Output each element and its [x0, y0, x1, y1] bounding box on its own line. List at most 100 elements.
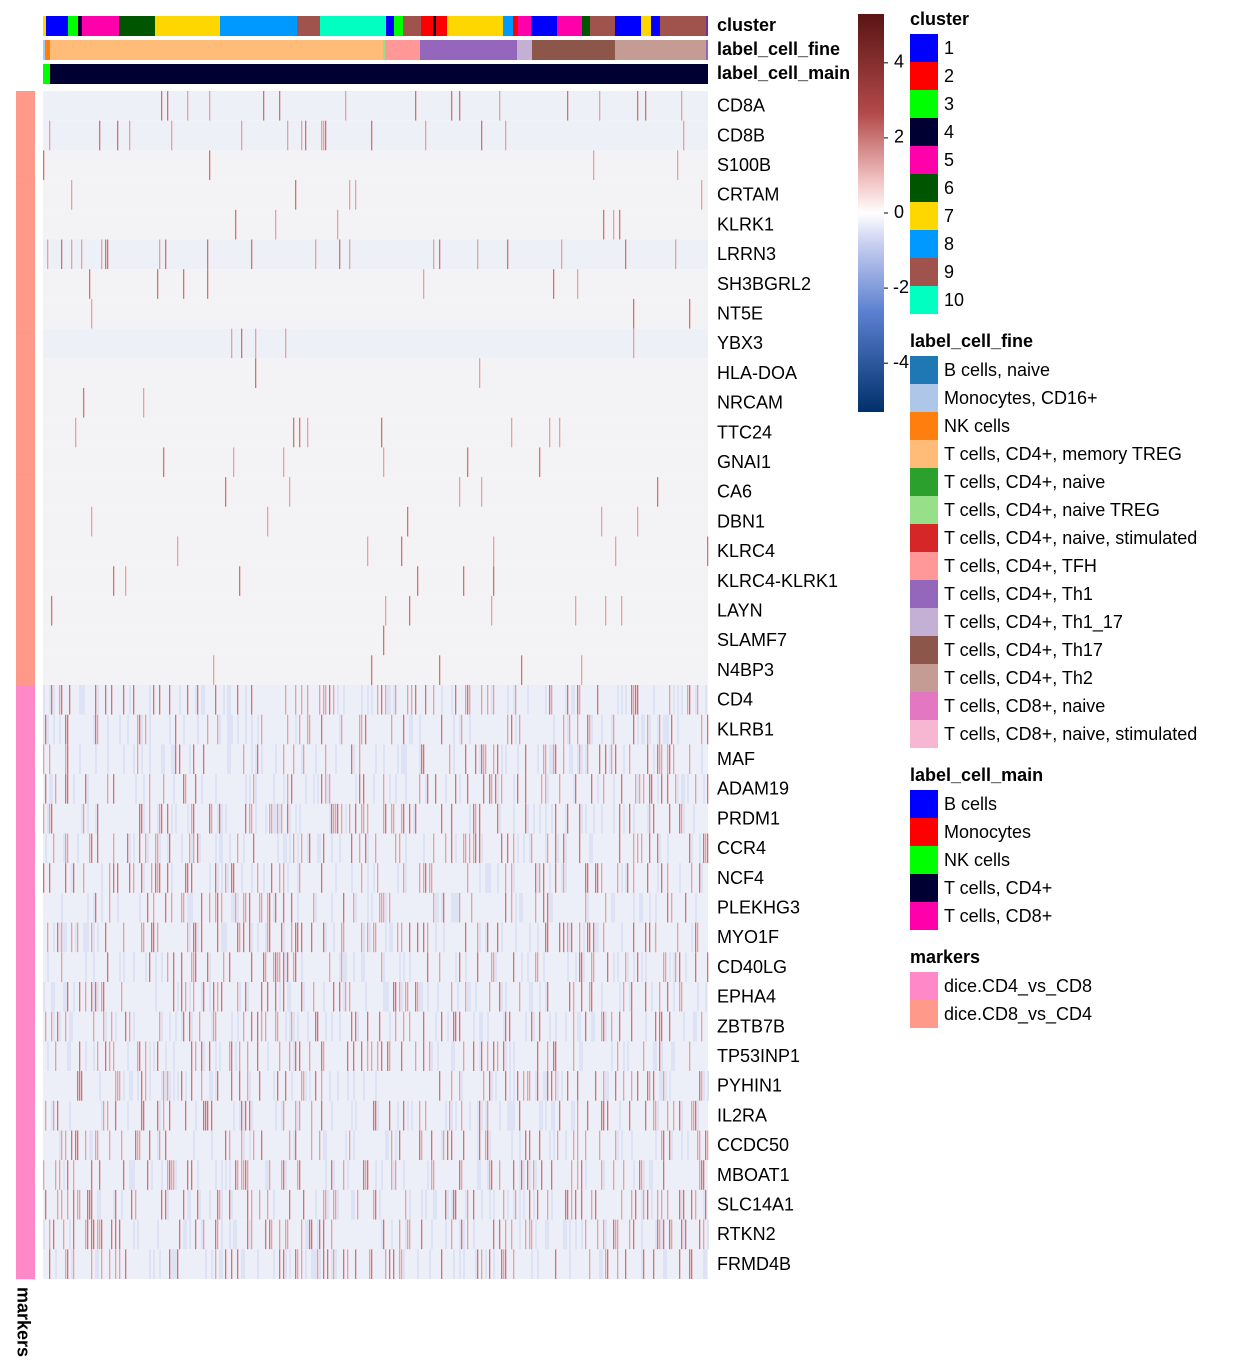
- heatmap-texture: [75, 1130, 77, 1161]
- heatmap-texture: [469, 803, 471, 834]
- heatmap-texture: [179, 685, 181, 715]
- row-label: KLRK1: [717, 214, 774, 234]
- heatmap-texture: [359, 774, 361, 804]
- heatmap-texture: [587, 922, 589, 953]
- heatmap-texture: [445, 1219, 447, 1250]
- heatmap-texture: [681, 982, 683, 1012]
- legend-label: T cells, CD8+: [944, 906, 1052, 926]
- heatmap-texture: [225, 803, 227, 834]
- heatmap-texture: [581, 1041, 583, 1072]
- heatmap-texture: [663, 952, 665, 982]
- heatmap-texture: [545, 833, 547, 864]
- heatmap-texture: [163, 447, 165, 478]
- heatmap-texture: [419, 863, 421, 893]
- heatmap-texture: [47, 1041, 49, 1072]
- row-label: NT5E: [717, 304, 763, 324]
- heatmap-texture: [457, 982, 459, 1012]
- heatmap-texture: [603, 1071, 605, 1101]
- heatmap-texture: [143, 774, 145, 804]
- heatmap-texture: [547, 922, 549, 953]
- heatmap-texture: [289, 1189, 291, 1220]
- heatmap-texture: [179, 1219, 181, 1250]
- heatmap-texture: [519, 1160, 521, 1190]
- heatmap-texture: [99, 1219, 101, 1250]
- heatmap-texture: [207, 714, 209, 745]
- heatmap-texture: [423, 744, 425, 775]
- heatmap-texture: [523, 833, 525, 864]
- heatmap-texture: [159, 1249, 161, 1279]
- heatmap-texture: [549, 744, 551, 775]
- heatmap-texture: [607, 1100, 609, 1131]
- heatmap-texture: [215, 1071, 217, 1101]
- heatmap-texture: [75, 417, 77, 448]
- heatmap-texture: [173, 1249, 175, 1279]
- heatmap-texture: [221, 1249, 223, 1279]
- heatmap-texture: [91, 1249, 93, 1279]
- heatmap-texture: [361, 922, 363, 953]
- heatmap-texture: [563, 922, 565, 953]
- heatmap-texture: [403, 714, 405, 745]
- heatmap-texture: [621, 595, 623, 626]
- heatmap-texture: [255, 328, 257, 359]
- annotation-cell: [386, 16, 394, 36]
- heatmap-texture: [239, 1100, 241, 1131]
- heatmap-texture: [483, 774, 485, 804]
- heatmap-texture: [157, 863, 159, 893]
- heatmap-texture: [215, 774, 217, 804]
- heatmap-texture: [587, 863, 589, 893]
- heatmap-texture: [277, 1011, 279, 1042]
- heatmap-texture: [221, 922, 223, 953]
- heatmap-texture: [45, 1189, 47, 1220]
- heatmap-texture: [59, 922, 61, 953]
- heatmap-texture: [251, 1219, 253, 1250]
- row-label: MYO1F: [717, 927, 779, 947]
- heatmap-texture: [179, 744, 181, 775]
- heatmap-texture: [487, 863, 489, 893]
- heatmap-texture: [121, 1130, 123, 1161]
- heatmap-texture: [331, 1011, 333, 1042]
- heatmap-texture: [549, 685, 551, 715]
- column-annotations: [16, 16, 708, 1280]
- heatmap-texture: [577, 1100, 579, 1131]
- heatmap-texture: [403, 1011, 405, 1042]
- heatmap-texture: [247, 982, 249, 1012]
- heatmap-texture: [219, 803, 221, 834]
- heatmap-texture: [173, 1160, 175, 1190]
- heatmap-texture: [287, 774, 289, 804]
- heatmap-texture: [633, 685, 635, 715]
- heatmap-texture: [349, 180, 351, 210]
- heatmap-texture: [443, 892, 445, 923]
- heatmap-texture: [537, 1189, 539, 1220]
- heatmap-texture: [59, 714, 61, 745]
- heatmap-texture: [591, 1011, 593, 1042]
- heatmap-texture: [655, 892, 657, 923]
- heatmap-texture: [283, 1160, 285, 1190]
- heatmap-texture: [667, 1100, 669, 1131]
- heatmap-texture: [231, 1041, 233, 1072]
- heatmap-texture: [473, 1219, 475, 1250]
- heatmap-texture: [43, 714, 45, 745]
- legend-swatch: [910, 846, 938, 874]
- row-label: SLAMF7: [717, 630, 787, 650]
- heatmap-texture: [441, 892, 443, 923]
- heatmap-texture: [335, 744, 337, 775]
- heatmap-texture: [657, 714, 659, 745]
- heatmap-texture: [495, 952, 497, 982]
- heatmap-texture: [79, 685, 81, 715]
- heatmap-texture: [299, 417, 301, 448]
- heatmap-texture: [361, 803, 363, 834]
- heatmap-texture: [481, 833, 483, 864]
- heatmap-texture: [527, 952, 529, 982]
- heatmap-texture: [441, 1249, 443, 1279]
- heatmap-texture: [553, 1100, 555, 1131]
- heatmap-texture: [211, 1130, 213, 1161]
- heatmap-texture: [367, 1011, 369, 1042]
- heatmap-texture: [315, 1189, 317, 1220]
- row-label: MAF: [717, 749, 755, 769]
- heatmap-texture: [63, 922, 65, 953]
- heatmap-texture: [663, 1219, 665, 1250]
- heatmap-texture: [323, 1249, 325, 1279]
- heatmap-texture: [133, 1011, 135, 1042]
- heatmap-texture: [611, 892, 613, 923]
- heatmap-texture: [537, 922, 539, 953]
